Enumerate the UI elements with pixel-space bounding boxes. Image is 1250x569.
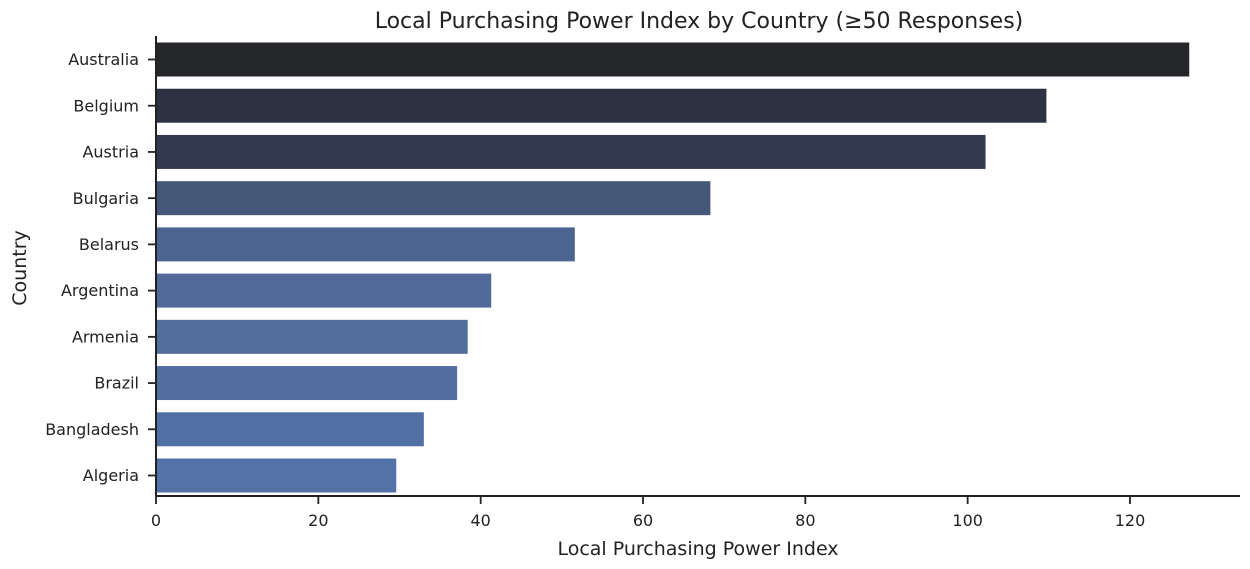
y-tick-label-australia: Australia bbox=[68, 50, 139, 69]
x-tick-label-20: 20 bbox=[308, 511, 328, 530]
x-tick-label-0: 0 bbox=[151, 511, 161, 530]
bar-bangladesh bbox=[156, 412, 424, 447]
x-tick-label-80: 80 bbox=[795, 511, 815, 530]
y-tick-label-austria: Austria bbox=[82, 143, 139, 162]
bar-belarus bbox=[156, 227, 575, 262]
y-tick-label-belgium: Belgium bbox=[73, 96, 139, 115]
y-tick-label-bulgaria: Bulgaria bbox=[73, 189, 139, 208]
x-tick-label-60: 60 bbox=[633, 511, 653, 530]
chart-title: Local Purchasing Power Index by Country … bbox=[375, 9, 1024, 34]
bar-argentina bbox=[156, 273, 492, 308]
bar-australia bbox=[156, 42, 1190, 77]
x-axis: 0 20 40 60 80 100 120 bbox=[151, 495, 1240, 530]
x-axis-label: Local Purchasing Power Index bbox=[557, 538, 838, 560]
bar-algeria bbox=[156, 458, 397, 493]
bar-armenia bbox=[156, 319, 468, 354]
y-tick-label-algeria: Algeria bbox=[83, 466, 139, 485]
x-tick-label-100: 100 bbox=[952, 511, 983, 530]
y-axis: Australia Belgium Austria Bulgaria Belarus Ar… bbox=[45, 36, 157, 496]
y-axis-label: Country bbox=[9, 230, 31, 305]
bars-layer bbox=[156, 42, 1190, 493]
y-tick-label-bangladesh: Bangladesh bbox=[45, 420, 139, 439]
x-tick-label-120: 120 bbox=[1115, 511, 1146, 530]
bar-brazil bbox=[156, 366, 458, 401]
bar-belgium bbox=[156, 88, 1047, 123]
bar-bulgaria bbox=[156, 181, 711, 216]
y-tick-label-belarus: Belarus bbox=[79, 235, 139, 254]
y-tick-label-brazil: Brazil bbox=[94, 374, 139, 393]
y-tick-label-armenia: Armenia bbox=[72, 327, 139, 346]
y-tick-label-argentina: Argentina bbox=[61, 281, 139, 300]
x-tick-label-40: 40 bbox=[470, 511, 490, 530]
bar-austria bbox=[156, 134, 986, 169]
